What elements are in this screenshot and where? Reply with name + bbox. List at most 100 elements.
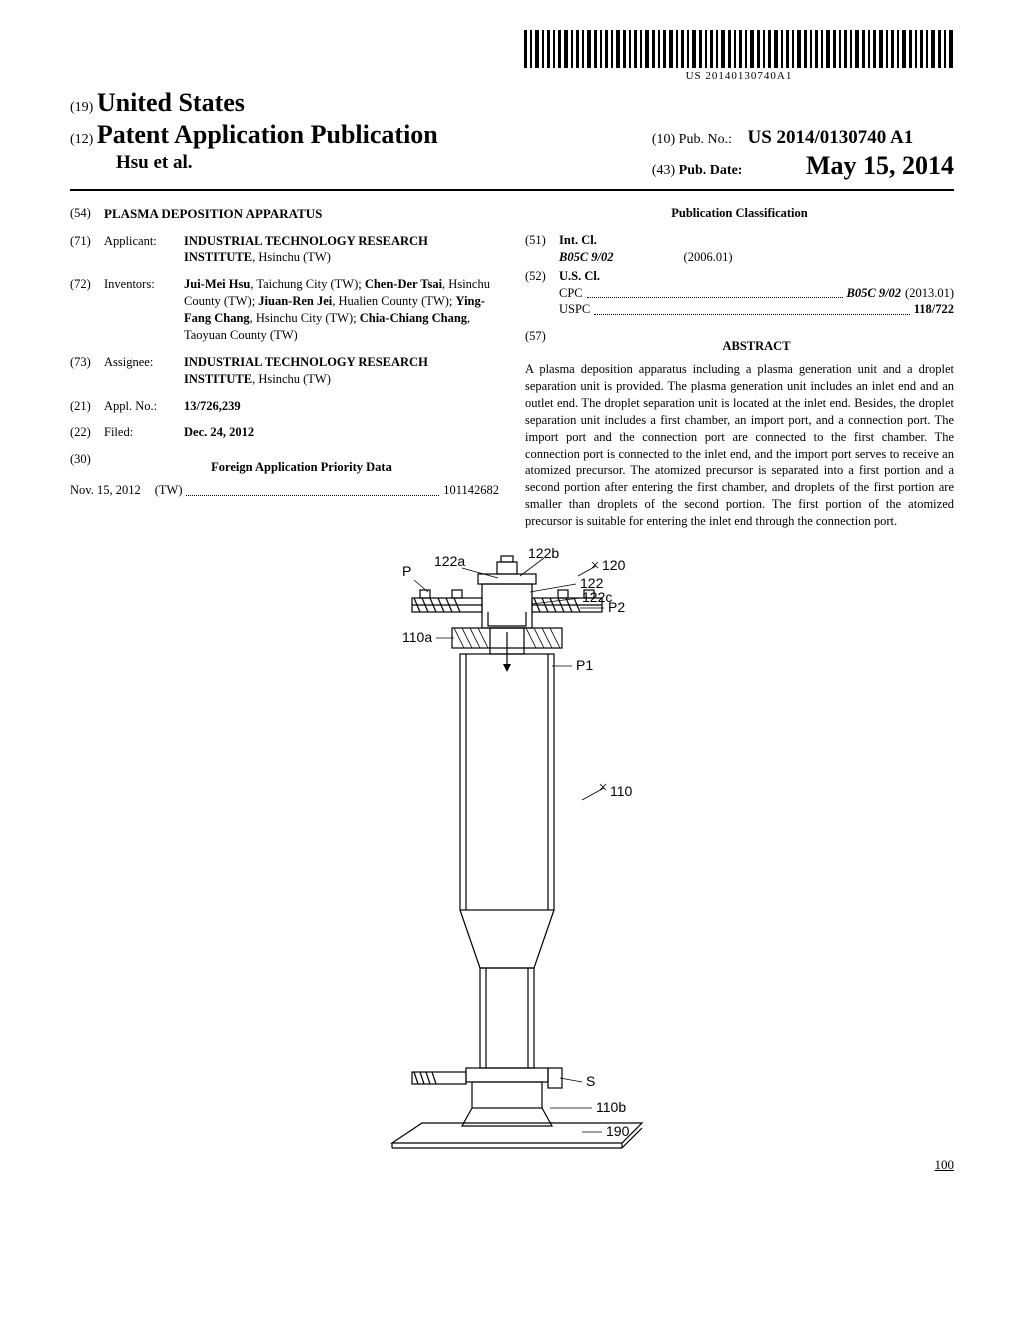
fig-label-120: 120	[602, 557, 626, 573]
fig-label-110: 110	[610, 783, 633, 799]
assignee-label: Assignee:	[104, 354, 184, 388]
appl-num: (21)	[70, 398, 104, 415]
applicant-loc: , Hsinchu (TW)	[252, 250, 331, 264]
pubdate-line: (43) Pub. Date: May 15, 2014	[652, 151, 954, 181]
uscl-num: (52)	[525, 268, 559, 319]
title-row: (54) PLASMA DEPOSITION APPARATUS	[70, 205, 499, 223]
dots-icon	[186, 482, 439, 496]
uscl-block: U.S. Cl. CPC B05C 9/02 (2013.01) USPC 11…	[559, 268, 954, 319]
intcl-year: (2006.01)	[684, 249, 733, 266]
dots-icon	[594, 301, 909, 315]
assignee-num: (73)	[70, 354, 104, 388]
applicant-label: Applicant:	[104, 233, 184, 267]
filed-value: Dec. 24, 2012	[184, 424, 499, 441]
intcl-label: Int. Cl.	[559, 233, 597, 247]
appl-value: 13/726,239	[184, 398, 499, 415]
uspc-row: USPC 118/722	[559, 301, 954, 318]
cpc-value: B05C 9/02	[847, 286, 902, 300]
fig-label-110a: 110a	[402, 629, 432, 645]
fig-label-P: P	[402, 563, 411, 579]
appl-label: Appl. No.:	[104, 398, 184, 415]
inventor-loc: , Hualien County (TW);	[332, 294, 455, 308]
applicant-num: (71)	[70, 233, 104, 267]
pub-title-line: (12) Patent Application Publication	[70, 120, 438, 150]
figure-svg: P 122a 122b 120 122 122c P2 110a P1 110 …	[302, 548, 722, 1168]
inventor-loc: , Taichung City (TW);	[250, 277, 365, 291]
cpc-year: (2013.01)	[905, 285, 954, 302]
foreign-country: (TW)	[155, 482, 183, 499]
intcl-row: (51) Int. Cl. B05C 9/02 (2006.01)	[525, 232, 954, 266]
assignee-row: (73) Assignee: INDUSTRIAL TECHNOLOGY RES…	[70, 354, 499, 388]
fig-label-122b: 122b	[528, 548, 559, 561]
left-column: (54) PLASMA DEPOSITION APPARATUS (71) Ap…	[70, 205, 499, 530]
uscl-row: (52) U.S. Cl. CPC B05C 9/02 (2013.01) US…	[525, 268, 954, 319]
inventors-row: (72) Inventors: Jui-Mei Hsu, Taichung Ci…	[70, 276, 499, 344]
pubno-value: US 2014/0130740 A1	[747, 127, 913, 148]
fig-label-122a: 122a	[434, 553, 465, 569]
author-name: Hsu et al.	[116, 152, 438, 174]
intcl-block: Int. Cl. B05C 9/02 (2006.01)	[559, 232, 732, 266]
foreign-num: (30)	[70, 451, 104, 482]
abstract-num: (57)	[525, 328, 559, 361]
country-name: United States	[97, 88, 245, 117]
assignee-value: INDUSTRIAL TECHNOLOGY RESEARCH INSTITUTE…	[184, 354, 499, 388]
pub-type: Patent Application Publication	[97, 120, 438, 149]
intcl-num: (51)	[525, 232, 559, 266]
pubno-line: (10) Pub. No.: US 2014/0130740 A1	[652, 127, 954, 149]
dots-icon	[587, 285, 843, 299]
pubno-num: (10)	[652, 132, 675, 147]
invention-title: PLASMA DEPOSITION APPARATUS	[104, 205, 322, 223]
assignee-loc: , Hsinchu (TW)	[252, 372, 331, 386]
inventor-name: Jiuan-Ren Jei	[258, 294, 332, 308]
inventor-name: Jui-Mei Hsu	[184, 277, 250, 291]
fig-ref-100: 100	[935, 1157, 955, 1173]
two-col: (54) PLASMA DEPOSITION APPARATUS (71) Ap…	[70, 205, 954, 530]
inventor-name: Chia-Chiang Chang	[360, 311, 467, 325]
cpc-label: CPC	[559, 285, 583, 302]
abstract-text: A plasma deposition apparatus including …	[525, 361, 954, 530]
filed-num: (22)	[70, 424, 104, 441]
abstract-header: (57) ABSTRACT	[525, 328, 954, 361]
abstract-title: ABSTRACT	[559, 338, 954, 355]
pubdate-num: (43)	[652, 163, 675, 178]
header-left: (12) Patent Application Publication Hsu …	[70, 120, 438, 174]
pubdate-label: Pub. Date:	[679, 163, 743, 178]
header-num-12: (12)	[70, 132, 93, 147]
barcode: US 20140130740A1	[524, 30, 954, 82]
foreign-title: Foreign Application Priority Data	[104, 459, 499, 476]
barcode-area: US 20140130740A1	[70, 30, 954, 84]
foreign-block: (30) Foreign Application Priority Data N…	[70, 451, 499, 499]
filed-row: (22) Filed: Dec. 24, 2012	[70, 424, 499, 441]
inventors-num: (72)	[70, 276, 104, 344]
pubno-label: Pub. No.:	[679, 132, 732, 147]
figure-area: P 122a 122b 120 122 122c P2 110a P1 110 …	[70, 548, 954, 1173]
fig-label-110b: 110b	[596, 1099, 626, 1115]
title-num: (54)	[70, 205, 104, 223]
intcl-code: B05C 9/02	[559, 250, 614, 264]
priority-row: Nov. 15, 2012 (TW) 101142682	[70, 482, 499, 499]
foreign-appno: 101142682	[443, 482, 499, 499]
inventor-loc: , Hsinchu City (TW);	[250, 311, 360, 325]
inventors-label: Inventors:	[104, 276, 184, 344]
inventor-name: Chen-Der Tsai	[365, 277, 442, 291]
header-row: (12) Patent Application Publication Hsu …	[70, 120, 954, 181]
right-column: Publication Classification (51) Int. Cl.…	[525, 205, 954, 530]
header-right: (10) Pub. No.: US 2014/0130740 A1 (43) P…	[652, 127, 954, 181]
fig-label-P2: P2	[608, 599, 625, 615]
header-num-19: (19)	[70, 100, 93, 115]
cpc-row: CPC B05C 9/02 (2013.01)	[559, 285, 954, 302]
pubdate-value: May 15, 2014	[806, 151, 954, 180]
appl-row: (21) Appl. No.: 13/726,239	[70, 398, 499, 415]
foreign-date: Nov. 15, 2012	[70, 482, 141, 499]
uspc-value: 118/722	[914, 302, 954, 316]
classif-title: Publication Classification	[525, 205, 954, 222]
barcode-text: US 20140130740A1	[524, 70, 954, 82]
fig-label-P1: P1	[576, 657, 593, 673]
barcode-svg	[524, 30, 954, 68]
header-divider	[70, 189, 954, 191]
applicant-value: INDUSTRIAL TECHNOLOGY RESEARCH INSTITUTE…	[184, 233, 499, 267]
uspc-label: USPC	[559, 301, 590, 318]
uscl-label: U.S. Cl.	[559, 269, 600, 283]
filed-label: Filed:	[104, 424, 184, 441]
fig-label-S: S	[586, 1073, 595, 1089]
